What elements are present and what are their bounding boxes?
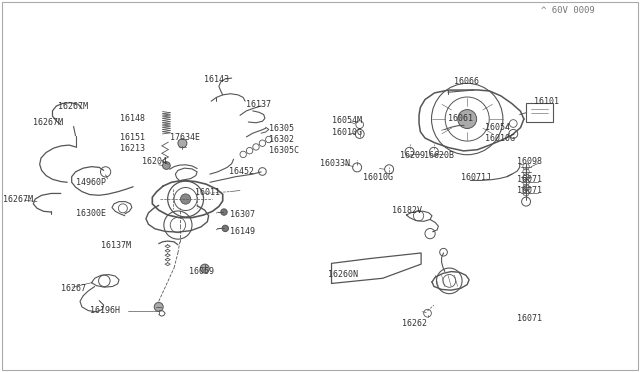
Circle shape	[180, 194, 191, 204]
Text: 16302: 16302	[269, 135, 294, 144]
Text: 16149: 16149	[230, 227, 255, 236]
Text: 16213: 16213	[120, 144, 145, 153]
Text: 16101: 16101	[534, 97, 559, 106]
Text: 16061: 16061	[448, 114, 473, 123]
Text: 16010G: 16010G	[363, 173, 393, 182]
Text: 16069: 16069	[189, 267, 214, 276]
Text: 16054M: 16054M	[332, 116, 362, 125]
Circle shape	[221, 209, 227, 215]
Text: 16204: 16204	[142, 157, 167, 166]
Text: 16267M: 16267M	[3, 195, 33, 203]
Text: 16307: 16307	[230, 210, 255, 219]
Text: 16071J: 16071J	[461, 173, 491, 182]
Text: 16148: 16148	[120, 114, 145, 123]
Text: 16620B: 16620B	[424, 151, 454, 160]
Circle shape	[222, 225, 228, 232]
Bar	[526, 103, 553, 122]
Circle shape	[154, 302, 163, 311]
Text: 16262: 16262	[402, 319, 427, 328]
Text: 16143: 16143	[204, 76, 228, 84]
Text: 16010G: 16010G	[332, 128, 362, 137]
Text: 16011: 16011	[195, 188, 220, 197]
Text: 16071: 16071	[517, 314, 542, 323]
Text: 16098: 16098	[517, 157, 542, 166]
Text: 17634E: 17634E	[170, 133, 200, 142]
Text: 16137: 16137	[246, 100, 271, 109]
Text: 16182V: 16182V	[392, 206, 422, 215]
Circle shape	[200, 264, 209, 273]
Text: 16151: 16151	[120, 133, 145, 142]
Text: 16267: 16267	[61, 284, 86, 293]
Text: 16033N: 16033N	[320, 159, 350, 168]
Text: 16260N: 16260N	[328, 270, 358, 279]
Text: 16452: 16452	[229, 167, 254, 176]
Text: 16010G: 16010G	[485, 134, 515, 143]
Text: 16071: 16071	[517, 175, 542, 184]
Text: 16054: 16054	[485, 123, 510, 132]
Text: 16209: 16209	[400, 151, 425, 160]
Text: 16071: 16071	[517, 186, 542, 195]
Text: ^ 60V 0009: ^ 60V 0009	[541, 6, 595, 15]
Text: 16196H: 16196H	[90, 306, 120, 315]
Circle shape	[163, 162, 170, 169]
Circle shape	[178, 139, 187, 148]
Text: 16066: 16066	[454, 77, 479, 86]
Text: 16137M: 16137M	[101, 241, 131, 250]
Text: 16267M: 16267M	[58, 102, 88, 110]
Circle shape	[458, 110, 477, 128]
Text: 14960P: 14960P	[76, 178, 106, 187]
Text: 16267M: 16267M	[33, 118, 63, 127]
Text: 16305: 16305	[269, 124, 294, 133]
Text: 16305C: 16305C	[269, 146, 299, 155]
Text: 16300E: 16300E	[76, 209, 106, 218]
